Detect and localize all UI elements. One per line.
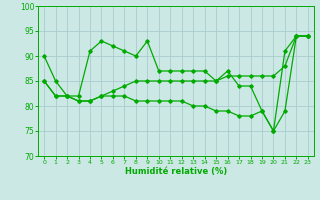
X-axis label: Humidité relative (%): Humidité relative (%) [125, 167, 227, 176]
